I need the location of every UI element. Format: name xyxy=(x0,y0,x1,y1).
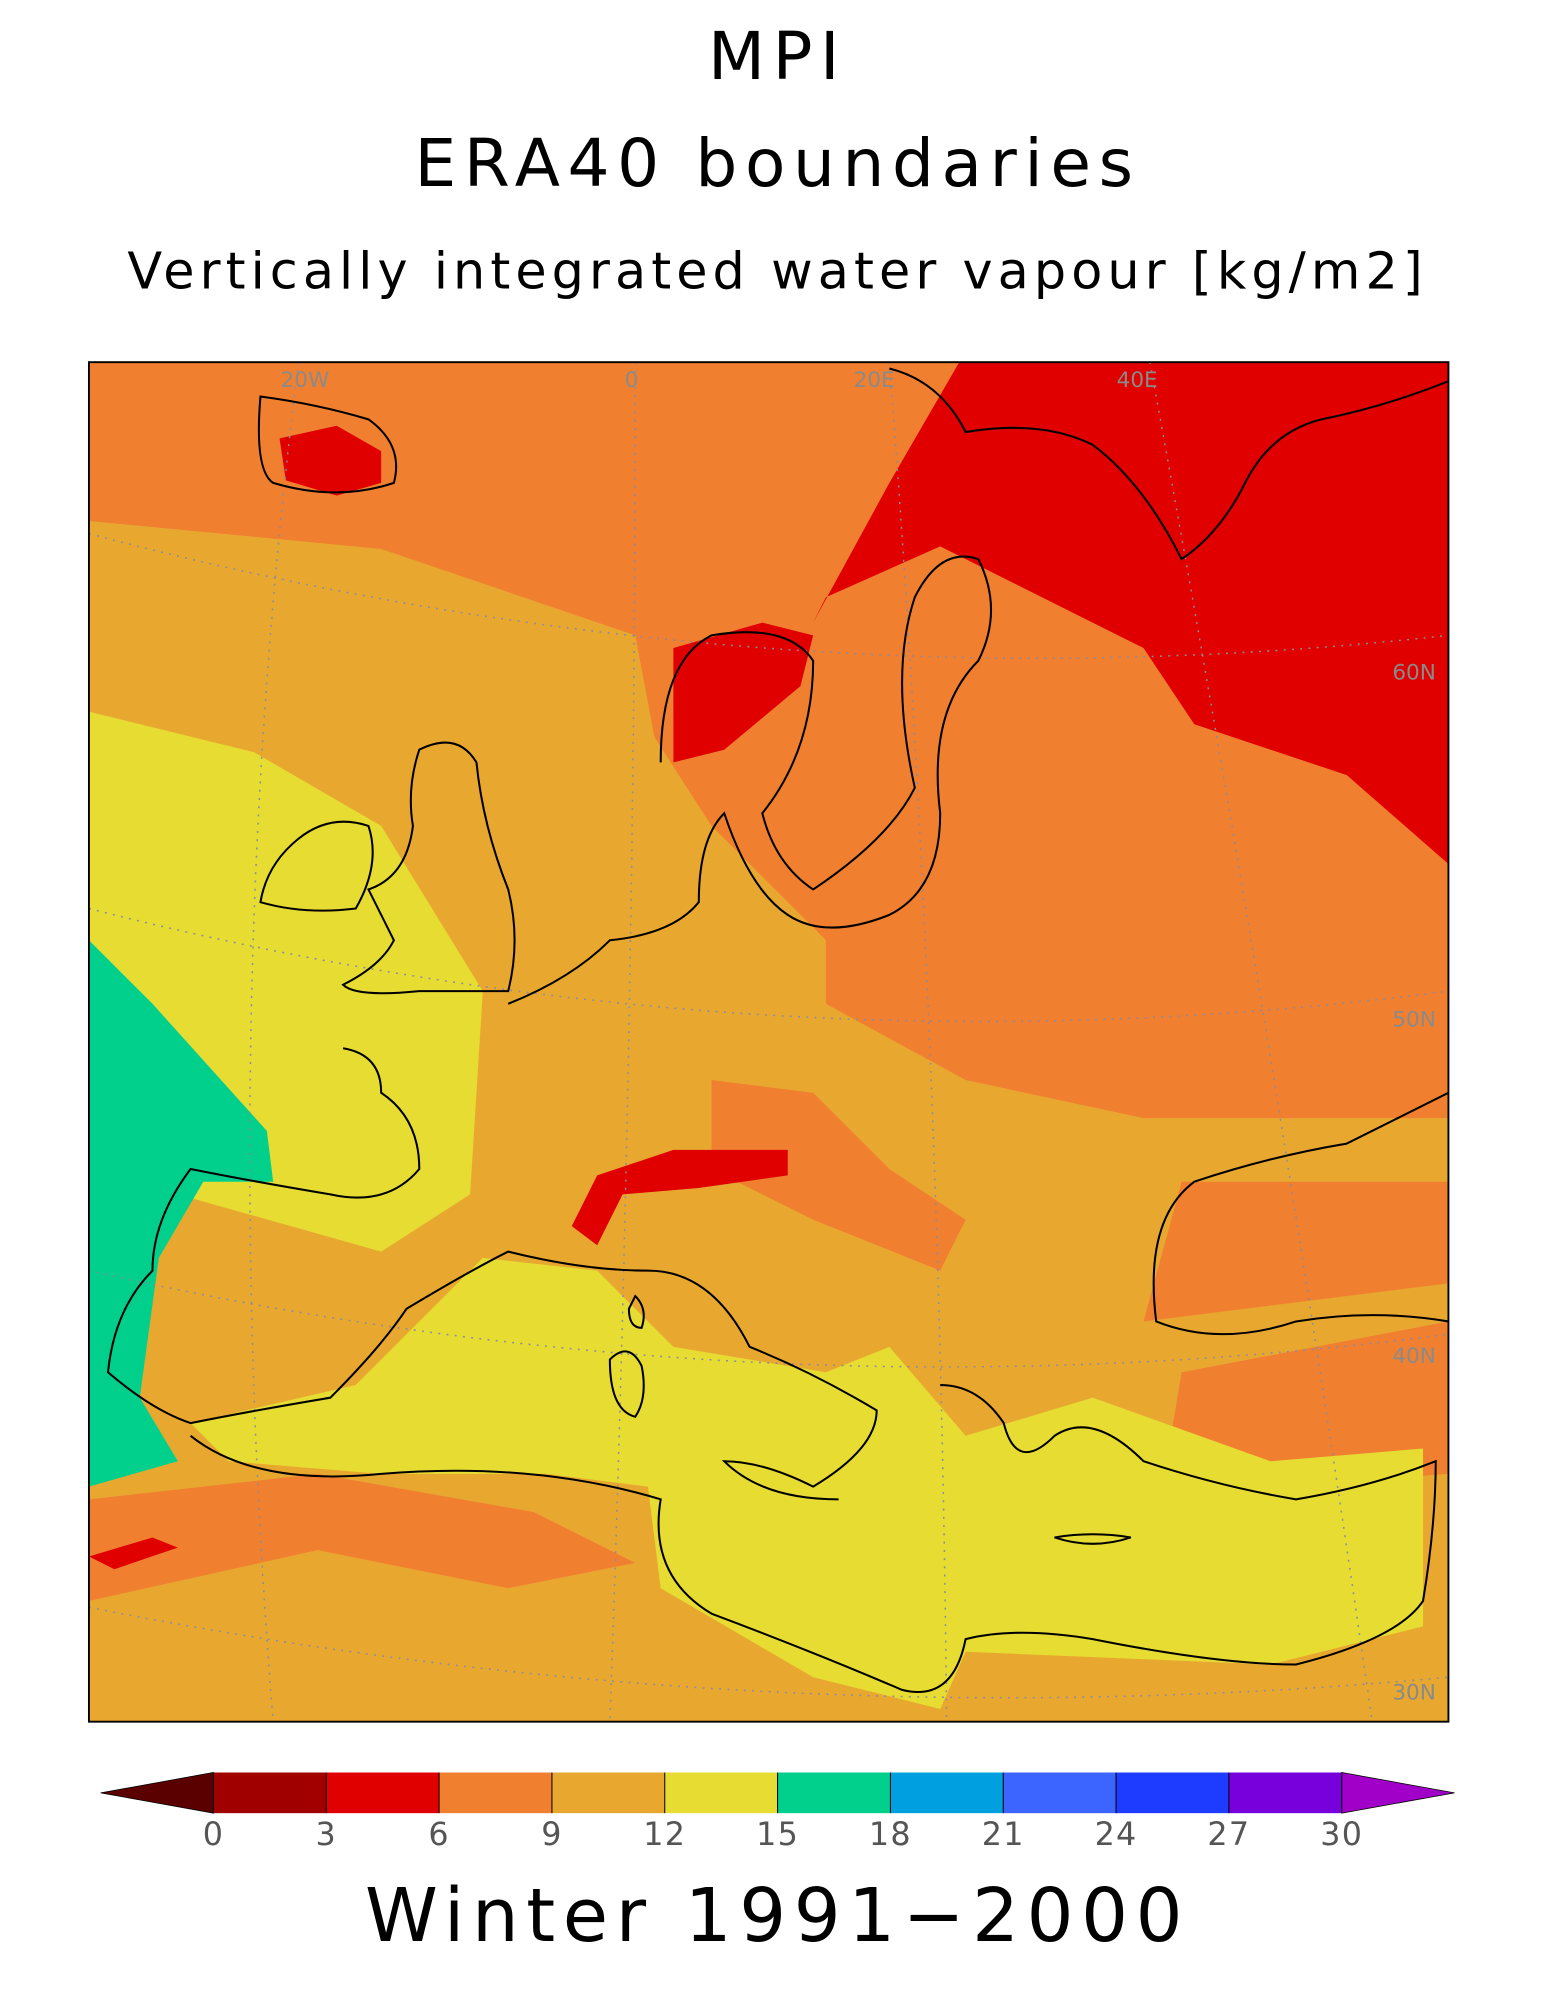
colorbar-segment xyxy=(439,1772,552,1814)
lat-label: 30N xyxy=(1392,1681,1436,1706)
coastline xyxy=(608,1294,1132,1545)
colorbar-tick-label: 21 xyxy=(982,1817,1025,1853)
colorbar-segment xyxy=(777,1772,891,1814)
variable-title: Vertically integrated water vapour [kg/m… xyxy=(127,242,1427,301)
colorbar: 0 3 6 9 12 15 18 21 24 27 30 xyxy=(100,1772,1455,1853)
coastline xyxy=(341,741,516,995)
colorbar-tick-label: 15 xyxy=(756,1817,799,1853)
field-6-9 xyxy=(1168,1321,1449,1487)
field-3-6 xyxy=(88,1537,178,1570)
colorbar-segment xyxy=(213,1772,327,1814)
map: 20W 0 20E 40E 60N 50N 40N 30N xyxy=(88,362,1449,1722)
lat-label: 40N xyxy=(1392,1344,1436,1369)
colorbar-segment xyxy=(1116,1772,1229,1814)
colorbar-segment xyxy=(1228,1772,1342,1814)
coastline xyxy=(257,395,398,494)
colorbar-tick-label: 12 xyxy=(643,1817,686,1853)
colorbar-segment xyxy=(326,1772,440,1814)
colorbar-tick-label: 0 xyxy=(203,1817,224,1853)
coastline xyxy=(106,1047,878,1501)
colorbar-tick-label: 9 xyxy=(541,1817,562,1853)
field-15-18 xyxy=(88,940,274,1487)
field-3-6 xyxy=(673,622,814,763)
colorbar-segment xyxy=(664,1772,778,1814)
field-6-9 xyxy=(88,1473,636,1601)
lon-label: 20E xyxy=(854,368,895,393)
colorbar-tick-label: 30 xyxy=(1320,1817,1363,1853)
coastline xyxy=(507,555,992,1005)
coastline xyxy=(189,1383,1437,1694)
field-3-6 xyxy=(571,1149,788,1246)
boundaries-title: ERA40 boundaries xyxy=(415,125,1141,202)
colorbar-tick-label: 6 xyxy=(428,1817,449,1853)
coastline xyxy=(259,820,374,912)
colorbar-tick-label: 24 xyxy=(1095,1817,1138,1853)
colorbar-tick-label: 18 xyxy=(869,1817,912,1853)
model-title: MPI xyxy=(708,18,847,95)
field-6-9 xyxy=(711,1080,966,1271)
colorbar-tick-label: 3 xyxy=(316,1817,337,1853)
field-3-6 xyxy=(813,362,1449,865)
colorbar-under xyxy=(100,1772,214,1814)
field-3-6 xyxy=(279,425,382,496)
coastline xyxy=(1152,1091,1449,1336)
lon-label: 0 xyxy=(625,368,639,393)
colorbar-segment xyxy=(551,1772,665,1814)
coastline xyxy=(889,367,1449,561)
colorbar-over xyxy=(1341,1772,1455,1814)
graticule xyxy=(88,362,1449,1722)
lon-label: 20W xyxy=(281,368,330,393)
season-label: Winter 1991−2000 xyxy=(365,1874,1190,1959)
map-frame xyxy=(87,361,1450,1723)
colorbar-segment xyxy=(890,1772,1004,1814)
lat-label: 60N xyxy=(1392,660,1436,685)
lat-label: 50N xyxy=(1392,1007,1436,1032)
lon-label: 40E xyxy=(1117,368,1158,393)
colorbar-tick-label: 27 xyxy=(1207,1817,1250,1853)
colorbar-segment xyxy=(1003,1772,1117,1814)
